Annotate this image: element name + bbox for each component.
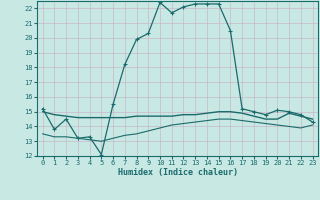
X-axis label: Humidex (Indice chaleur): Humidex (Indice chaleur) xyxy=(118,168,237,177)
